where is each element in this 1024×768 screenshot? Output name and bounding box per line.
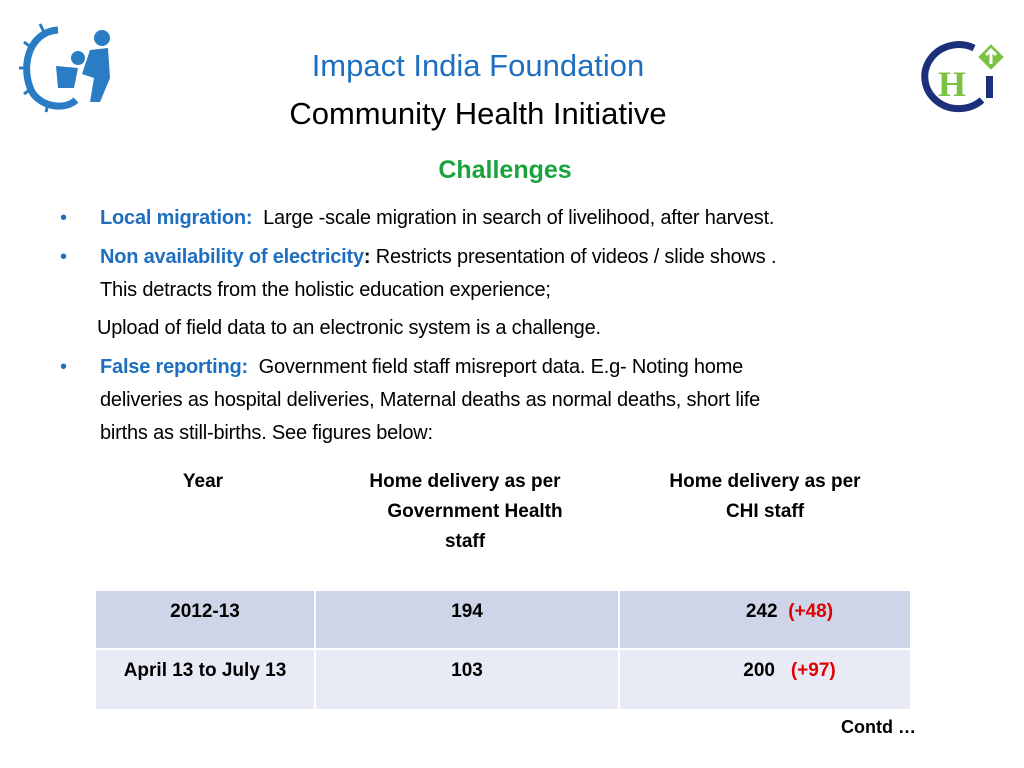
bullet-icon: • (60, 207, 68, 229)
chi-value: 242 (745, 601, 778, 622)
bullet-text: Government field staff misreport data. E… (258, 356, 744, 378)
bullet-icon: • (60, 356, 68, 378)
cell-year: April 13 to July 13 (94, 648, 316, 711)
diff-value: (+48) (788, 601, 834, 622)
section-heading: Challenges (438, 156, 572, 184)
page-subtitle: Community Health Initiative (289, 96, 667, 131)
table-row: 2012-13 194 242 (+48) (94, 589, 912, 650)
bullet-text-cont: This detracts from the holistic educatio… (100, 279, 551, 301)
bullet-text-cont: Upload of field data to an electronic sy… (97, 317, 601, 339)
cell-govt: 194 (314, 589, 620, 650)
page-title: Impact India Foundation (311, 48, 645, 83)
bullet-electricity: Non availability of electricity: Restric… (100, 246, 777, 269)
header-line: staff (444, 531, 486, 552)
header-chi: Home delivery as per CHI staff (630, 467, 900, 527)
impact-india-logo (19, 23, 110, 113)
bullet-keyword: False reporting: (100, 356, 248, 378)
chi-value: 200 (743, 660, 775, 681)
bullet-text: Large -scale migration in search of live… (263, 207, 775, 229)
bullet-icon: • (60, 246, 68, 268)
cell-year: 2012-13 (94, 589, 316, 650)
header-line: CHI staff (725, 501, 805, 522)
diff-value: (+97) (790, 660, 836, 681)
cell-chi: 242 (+48) (618, 589, 912, 650)
bullet-text-cont: deliveries as hospital deliveries, Mater… (100, 389, 761, 411)
header-line: Home delivery as per (369, 471, 561, 492)
chi-logo: H (921, 41, 1004, 113)
svg-text:H: H (938, 64, 966, 104)
header-year: Year (182, 471, 224, 492)
cell-govt: 103 (314, 648, 620, 711)
bullet-keyword: Local migration: (100, 207, 253, 229)
cell-chi: 200 (+97) (618, 648, 912, 711)
header-line: Government Health (387, 501, 563, 522)
table-row: April 13 to July 13 103 200 (+97) (94, 648, 912, 711)
header-line: Home delivery as per (669, 471, 861, 492)
bullet-text-cont: births as still-births. See figures belo… (100, 422, 433, 444)
header-govt: Home delivery as per Government Health s… (330, 467, 600, 557)
bullet-local-migration: Local migration: Large -scale migration … (100, 207, 774, 230)
bullet-text: Restricts presentation of videos / slide… (375, 246, 777, 268)
delivery-table: 2012-13 194 242 (+48) April 13 to July 1… (94, 589, 912, 711)
bullet-false-reporting: False reporting: Government field staff … (100, 356, 743, 379)
continued-label: Contd … (841, 717, 916, 737)
bullet-keyword: Non availability of electricity (100, 246, 364, 268)
colon: : (363, 246, 371, 268)
